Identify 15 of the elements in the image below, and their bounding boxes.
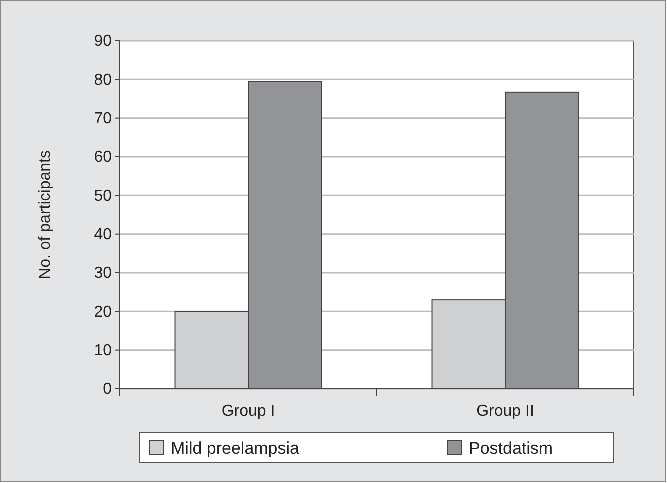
y-tick-label: 70 [94,110,112,128]
y-tick-label: 0 [103,381,112,398]
y-tick-label: 40 [94,226,112,244]
y-axis-title: No. of participants [37,150,54,280]
x-tick-label: Group I [222,403,276,420]
legend-label: Mild preelampsia [171,439,300,458]
y-tick-label: 10 [94,342,112,360]
x-tick-label: Group II [476,403,534,420]
y-tick-label: 50 [94,188,112,205]
legend-label: Postdatism [469,439,554,458]
y-tick-label: 80 [94,72,112,89]
y-tick-label: 20 [94,304,112,321]
y-tick-label: 60 [94,149,112,166]
y-tick-label: 90 [94,33,112,50]
y-tick-label: 30 [94,265,112,282]
